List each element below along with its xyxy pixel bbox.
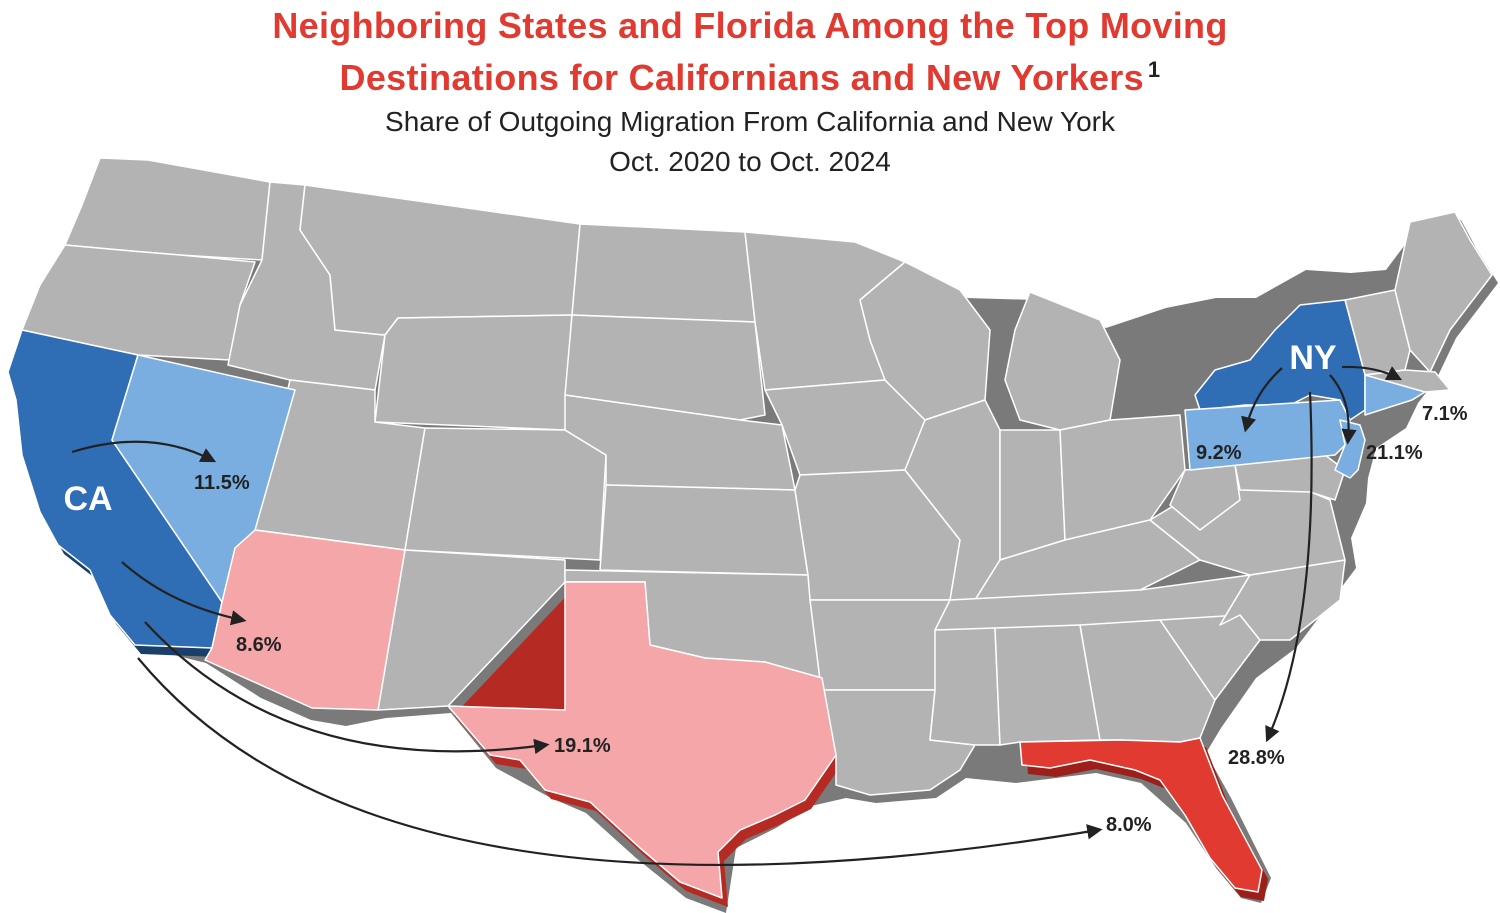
highlighted-states xyxy=(7,299,1426,899)
arrow-ny-to-nj xyxy=(1329,374,1357,445)
subtitle-line-1: Share of Outgoing Migration From Califor… xyxy=(385,106,1115,137)
state-kansas xyxy=(599,484,809,576)
state-north-dakota xyxy=(571,223,756,323)
pct-ny-ct: 7.1% xyxy=(1422,403,1468,425)
pct-ca-tx: 19.1% xyxy=(554,735,611,757)
label-ca: CA xyxy=(63,480,112,518)
arrow-ny-to-ct xyxy=(1341,365,1403,381)
arrow-ca-to-tx xyxy=(144,621,550,755)
arrow-ca-to-az xyxy=(121,561,247,626)
arrow-ny-to-pa xyxy=(1241,367,1283,433)
pct-ca-nv: 11.5% xyxy=(194,472,250,494)
state-new-jersey xyxy=(1334,419,1366,479)
state-wyoming xyxy=(374,314,573,431)
state-washington xyxy=(64,157,271,261)
arrow-ca-to-fl xyxy=(137,657,1103,866)
pct-ca-fl: 8.0% xyxy=(1106,814,1152,836)
label-ny: NY xyxy=(1289,339,1337,377)
state-montana xyxy=(299,184,581,336)
state-arkansas xyxy=(809,599,951,691)
flow-arrows xyxy=(71,365,1403,866)
state-connecticut-ri xyxy=(1364,374,1426,416)
state-michigan xyxy=(1004,291,1121,431)
subtitle-line-2: Oct. 2020 to Oct. 2024 xyxy=(609,146,891,177)
state-arizona xyxy=(204,529,406,711)
pct-ny-fl: 28.8% xyxy=(1228,747,1285,769)
arrow-ny-to-fl xyxy=(1265,391,1313,743)
state-indiana xyxy=(999,429,1066,561)
state-south-dakota xyxy=(564,314,766,421)
state-maine xyxy=(1394,211,1493,373)
other-states xyxy=(21,157,1493,796)
pct-ny-nj: 21.1% xyxy=(1366,442,1423,464)
title-line-2-text: Destinations for Californians and New Yo… xyxy=(339,57,1144,98)
title-footnote-marker: 1 xyxy=(1147,57,1161,82)
pct-ca-az: 8.6% xyxy=(236,634,282,656)
state-mississippi xyxy=(929,627,1001,746)
arrow-ca-to-nv xyxy=(71,440,217,463)
state-colorado xyxy=(404,427,607,561)
title-line-1: Neighboring States and Florida Among the… xyxy=(272,5,1228,46)
title-line-2: Destinations for Californians and New Yo… xyxy=(0,52,1500,104)
pct-ny-pa: 9.2% xyxy=(1196,442,1242,464)
state-florida xyxy=(1019,737,1263,893)
chart-title: Neighboring States and Florida Among the… xyxy=(0,0,1500,104)
state-texas xyxy=(447,581,837,899)
